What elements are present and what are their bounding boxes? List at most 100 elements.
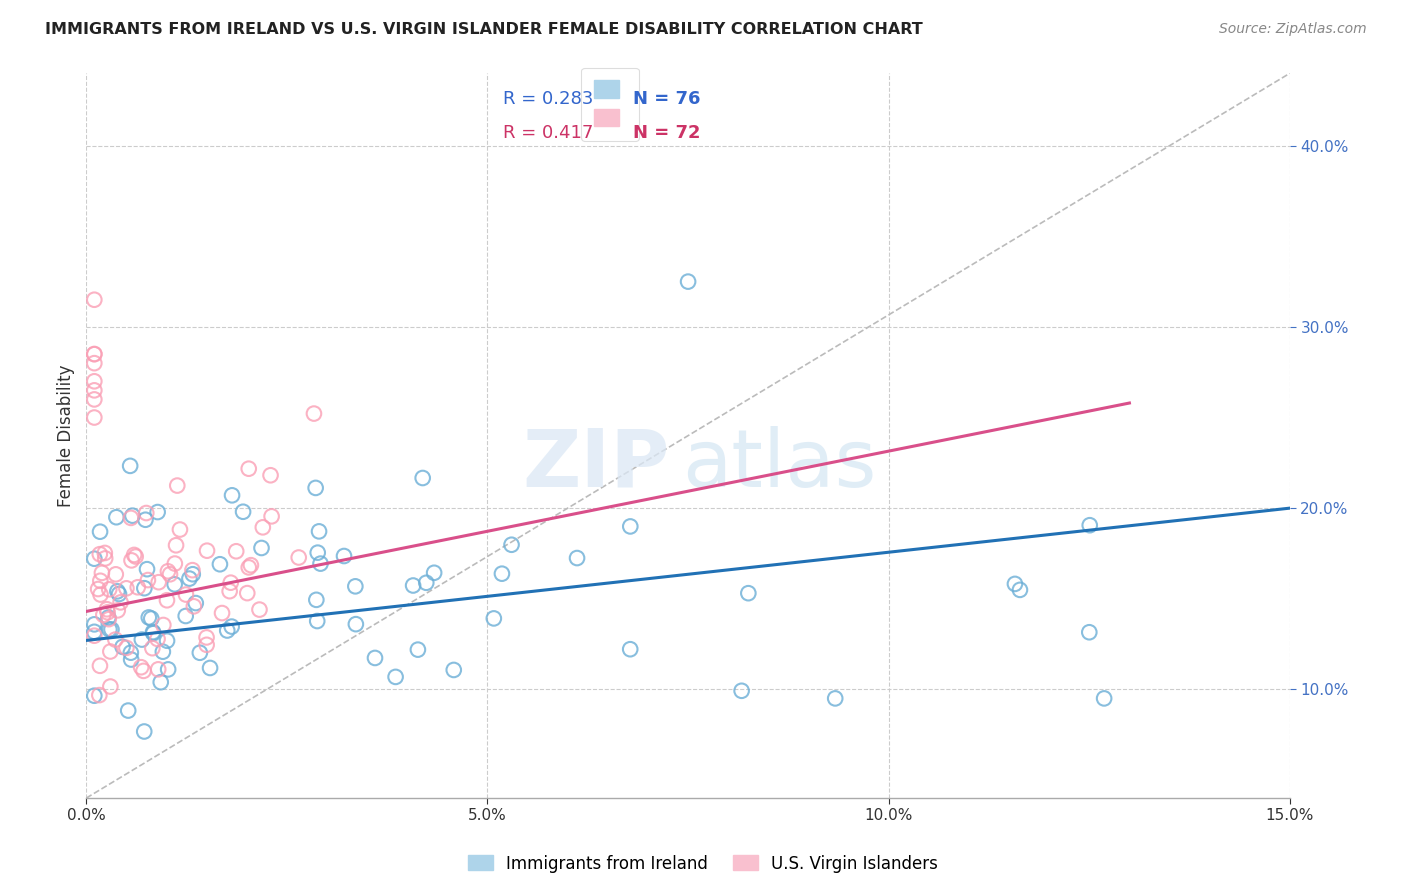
Point	[491, 566, 513, 581]
Point	[1008, 582, 1031, 597]
Point	[127, 580, 149, 594]
Point	[364, 651, 387, 665]
Point	[305, 481, 328, 495]
Point	[221, 488, 243, 502]
Point	[179, 572, 201, 586]
Point	[105, 584, 128, 599]
Point	[141, 641, 163, 656]
Point	[134, 724, 156, 739]
Point	[97, 612, 120, 626]
Point	[122, 548, 145, 562]
Point	[333, 549, 356, 563]
Point	[156, 633, 179, 648]
Y-axis label: Female Disability: Female Disability	[58, 365, 75, 507]
Point	[184, 596, 207, 610]
Point	[125, 549, 148, 564]
Text: atlas: atlas	[682, 425, 876, 504]
Text: R = 0.283: R = 0.283	[503, 89, 593, 108]
Legend: Immigrants from Ireland, U.S. Virgin Islanders: Immigrants from Ireland, U.S. Virgin Isl…	[461, 848, 945, 880]
Text: N = 72: N = 72	[633, 124, 700, 142]
Point	[89, 658, 111, 673]
Text: Source: ZipAtlas.com: Source: ZipAtlas.com	[1219, 22, 1367, 37]
Point	[157, 662, 180, 676]
Point	[90, 566, 112, 580]
Point	[225, 544, 247, 558]
Point	[104, 632, 127, 647]
Point	[148, 662, 170, 676]
Point	[111, 640, 134, 654]
Point	[249, 602, 271, 616]
Point	[166, 478, 188, 492]
Point	[146, 505, 169, 519]
Point	[134, 513, 156, 527]
Point	[1004, 577, 1026, 591]
Point	[181, 563, 204, 577]
Point	[156, 564, 179, 578]
Point	[83, 356, 105, 370]
Point	[287, 550, 309, 565]
Point	[146, 632, 169, 646]
Point	[238, 560, 260, 574]
Point	[117, 704, 139, 718]
Point	[98, 623, 121, 637]
Point	[565, 551, 588, 566]
Point	[83, 629, 105, 643]
Point	[107, 603, 129, 617]
Point	[163, 577, 186, 591]
Point	[83, 624, 105, 639]
Point	[110, 595, 132, 609]
Point	[90, 588, 112, 602]
Point	[307, 546, 329, 560]
Point	[121, 553, 143, 567]
Point	[98, 680, 121, 694]
Point	[412, 471, 434, 485]
Point	[120, 652, 142, 666]
Point	[165, 538, 187, 552]
Point	[619, 519, 641, 533]
Point	[142, 625, 165, 640]
Point	[406, 642, 429, 657]
Point	[619, 642, 641, 657]
Point	[149, 675, 172, 690]
Point	[384, 670, 406, 684]
Point	[89, 574, 111, 588]
Point	[307, 614, 329, 628]
Point	[308, 524, 330, 539]
Point	[156, 593, 179, 607]
Point	[174, 609, 197, 624]
Point	[260, 509, 283, 524]
Point	[195, 638, 218, 652]
Point	[482, 611, 505, 625]
Point	[131, 632, 153, 647]
Point	[148, 575, 170, 590]
Text: ZIP: ZIP	[523, 425, 671, 504]
Point	[89, 524, 111, 539]
Point	[83, 551, 105, 566]
Point	[100, 623, 122, 637]
Point	[89, 688, 111, 702]
Point	[824, 691, 846, 706]
Point	[309, 557, 332, 571]
Point	[344, 617, 367, 632]
Point	[135, 506, 157, 520]
Point	[138, 610, 160, 624]
Point	[344, 579, 367, 593]
Point	[83, 392, 105, 407]
Point	[211, 606, 233, 620]
Point	[423, 566, 446, 580]
Text: R = 0.417: R = 0.417	[503, 124, 593, 142]
Point	[134, 581, 156, 595]
Point	[252, 520, 274, 534]
Point	[129, 660, 152, 674]
Point	[136, 573, 159, 587]
Text: N = 76: N = 76	[633, 89, 700, 108]
Point	[730, 683, 752, 698]
Point	[236, 586, 259, 600]
Point	[115, 582, 138, 596]
Point	[120, 511, 142, 525]
Point	[305, 592, 328, 607]
Point	[96, 602, 118, 616]
Point	[94, 551, 117, 566]
Point	[198, 661, 221, 675]
Point	[108, 587, 131, 601]
